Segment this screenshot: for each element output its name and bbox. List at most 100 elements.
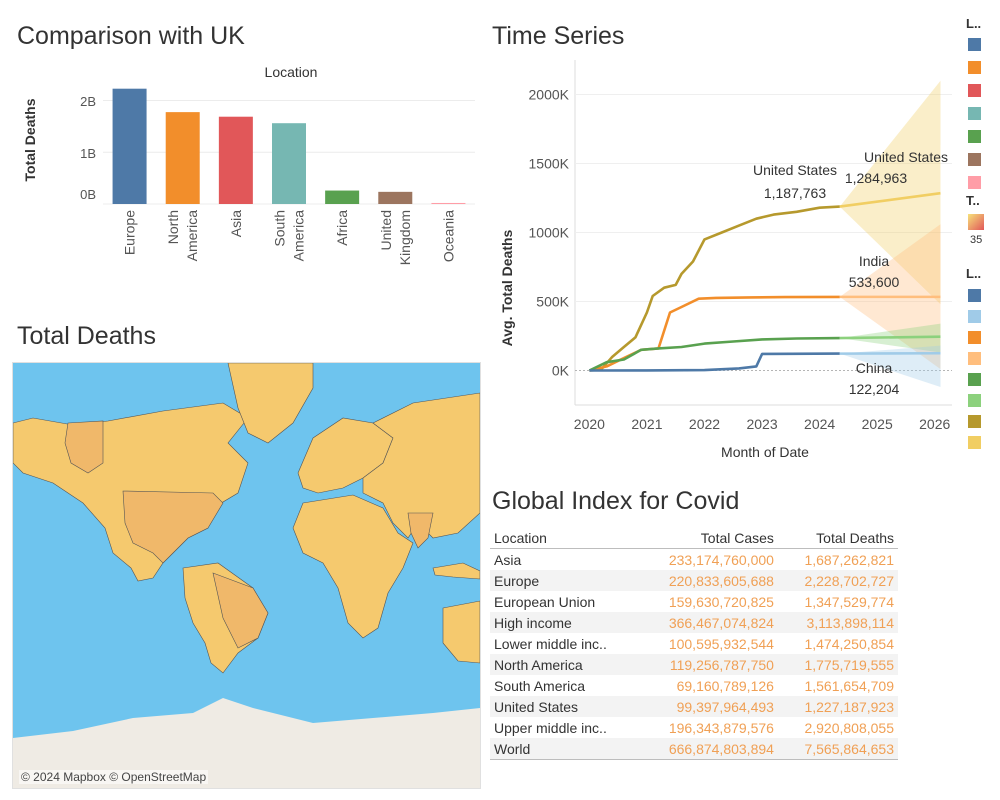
comparison-bar-chart: Location Total Deaths 2B 1B 0B Europe Nor… bbox=[22, 64, 475, 265]
legend-trend-swatch[interactable] bbox=[968, 415, 981, 428]
map-africa[interactable] bbox=[292, 494, 414, 639]
legend-location-swatch[interactable] bbox=[968, 61, 981, 74]
ts-forecast-band[interactable] bbox=[839, 345, 941, 388]
bar[interactable] bbox=[378, 191, 413, 204]
cell-total-deaths: 1,347,529,774 bbox=[804, 593, 894, 610]
table-title: Global Index for Covid bbox=[492, 487, 740, 515]
map-alaska[interactable] bbox=[64, 420, 104, 474]
ts-x-tick: 2025 bbox=[862, 416, 893, 432]
global-index-table: Location Total Cases Total Deaths Asia 23… bbox=[490, 527, 898, 760]
ts-annotation-name: China bbox=[856, 360, 893, 376]
table-row[interactable]: Europe 220,833,605,688 2,228,702,727 bbox=[490, 570, 898, 591]
bar-category-label: America bbox=[291, 210, 307, 262]
cell-total-cases: 159,630,720,825 bbox=[668, 593, 774, 610]
bar-category-label: North bbox=[165, 210, 181, 244]
bar[interactable] bbox=[218, 116, 253, 204]
ts-annotation-name: United States bbox=[864, 149, 948, 165]
legend-gradient-label: 35 bbox=[970, 234, 983, 246]
legend-trend-title: L.. bbox=[966, 266, 982, 281]
map-usa[interactable] bbox=[122, 490, 224, 564]
bar[interactable] bbox=[272, 123, 306, 204]
bar-category-label: Oceania bbox=[440, 210, 456, 262]
map-australia[interactable] bbox=[442, 600, 480, 664]
legend-trend-swatch[interactable] bbox=[968, 436, 981, 449]
legend-trend-swatch[interactable] bbox=[968, 352, 981, 365]
ts-x-tick: 2022 bbox=[689, 416, 720, 432]
legend-trend-swatch[interactable] bbox=[968, 289, 981, 302]
cell-location: Asia bbox=[494, 551, 522, 568]
ts-series-line[interactable] bbox=[588, 336, 840, 372]
table-row[interactable]: United States 99,397,964,493 1,227,187,923 bbox=[490, 696, 898, 717]
ts-forecast-line[interactable] bbox=[839, 335, 941, 340]
legend-location-swatch[interactable] bbox=[968, 84, 981, 97]
legend-trend-swatch[interactable] bbox=[968, 310, 981, 323]
ts-forecast-band[interactable] bbox=[839, 80, 941, 305]
table-row[interactable]: Lower middle inc.. 100,595,932,544 1,474,2… bbox=[490, 633, 898, 654]
col-header-total-deaths[interactable]: Total Deaths bbox=[777, 527, 898, 549]
ts-series-line[interactable] bbox=[589, 205, 840, 372]
cell-location: High income bbox=[490, 612, 639, 633]
table-row[interactable]: European Union 159,630,720,825 1,347,529,7… bbox=[490, 591, 898, 612]
cell-location: Upper middle inc.. bbox=[494, 719, 607, 736]
cell-location: South America bbox=[494, 677, 586, 694]
timeseries-chart: Avg. Total Deaths Month of Date 2000K 150… bbox=[499, 60, 952, 460]
ts-annotation-value: 533,600 bbox=[849, 274, 900, 290]
bar-category-label: America bbox=[184, 210, 200, 262]
ts-annotation-value: 122,204 bbox=[849, 381, 900, 397]
legend-location-swatch[interactable] bbox=[968, 107, 981, 120]
bar[interactable] bbox=[431, 202, 466, 204]
map-brazil[interactable] bbox=[212, 572, 269, 649]
table-row[interactable]: Asia 233,174,760,000 1,687,262,821 bbox=[490, 549, 898, 571]
world-map[interactable]: © 2024 Mapbox © OpenStreetMap bbox=[12, 362, 481, 789]
cell-location: Lower middle inc.. bbox=[494, 635, 607, 652]
cell-total-deaths: 1,474,250,854 bbox=[804, 635, 894, 652]
cell-total-cases: 69,160,789,126 bbox=[676, 677, 774, 694]
bar[interactable] bbox=[165, 112, 200, 204]
bar-y-tick: 1B bbox=[80, 146, 96, 161]
table-row[interactable]: World 666,874,803,894 7,565,864,653 bbox=[490, 738, 898, 760]
legend-trend-swatch[interactable] bbox=[968, 373, 981, 386]
legend-gradient-title: T.. bbox=[966, 193, 980, 208]
table-row[interactable]: High income 366,467,074,824 3,113,898,114 bbox=[490, 612, 898, 633]
col-header-location[interactable]: Location bbox=[490, 527, 639, 549]
ts-y-tick: 1500K bbox=[529, 156, 570, 172]
cell-location: World bbox=[490, 738, 639, 760]
ts-annotation-name: India bbox=[859, 253, 890, 269]
cell-location: United States bbox=[490, 696, 639, 717]
legend-trend-swatch[interactable] bbox=[968, 394, 981, 407]
bar[interactable] bbox=[325, 190, 360, 204]
ts-series-line[interactable] bbox=[589, 295, 840, 372]
table-row[interactable]: Upper middle inc.. 196,343,879,576 2,920,8… bbox=[490, 717, 898, 738]
ts-annotation-value: 1,284,963 bbox=[845, 170, 907, 186]
bar-category-label: Europe bbox=[122, 210, 138, 255]
cell-total-cases: 99,397,964,493 bbox=[638, 696, 778, 717]
ts-x-axis-label: Month of Date bbox=[721, 444, 809, 460]
table-row[interactable]: North America 119,256,787,750 1,775,719,55… bbox=[490, 654, 898, 675]
map-indonesia[interactable] bbox=[432, 562, 480, 580]
col-header-total-cases[interactable]: Total Cases bbox=[638, 527, 778, 549]
ts-annotation-name: United States bbox=[753, 162, 837, 178]
ts-forecast-line[interactable] bbox=[839, 191, 941, 208]
legend-location-swatch[interactable] bbox=[968, 38, 981, 51]
bar-category-label: Asia bbox=[228, 210, 244, 237]
bar-y-tick: 0B bbox=[80, 187, 96, 202]
legend-trend-swatch[interactable] bbox=[968, 331, 981, 344]
legend-location-swatch[interactable] bbox=[968, 176, 981, 189]
ts-series-line[interactable] bbox=[589, 352, 840, 372]
bar-category-label: South bbox=[272, 210, 288, 247]
ts-y-axis-label: Avg. Total Deaths bbox=[499, 229, 515, 346]
cell-total-deaths: 7,565,864,653 bbox=[777, 738, 898, 760]
map-india[interactable] bbox=[407, 512, 434, 549]
map-asia[interactable] bbox=[362, 392, 480, 539]
cell-total-deaths: 1,227,187,923 bbox=[777, 696, 898, 717]
ts-y-tick: 2000K bbox=[529, 87, 570, 103]
legend-location-swatch[interactable] bbox=[968, 130, 981, 143]
ts-x-tick: 2020 bbox=[574, 416, 605, 432]
legend-location-swatch[interactable] bbox=[968, 153, 981, 166]
table-row[interactable]: South America 69,160,789,126 1,561,654,709 bbox=[490, 675, 898, 696]
cell-total-deaths: 3,113,898,114 bbox=[777, 612, 898, 633]
map-greenland[interactable] bbox=[227, 363, 314, 444]
bar[interactable] bbox=[112, 88, 147, 204]
map-attribution[interactable]: © 2024 Mapbox © OpenStreetMap bbox=[19, 770, 209, 784]
bar-category-label: Africa bbox=[334, 210, 350, 246]
